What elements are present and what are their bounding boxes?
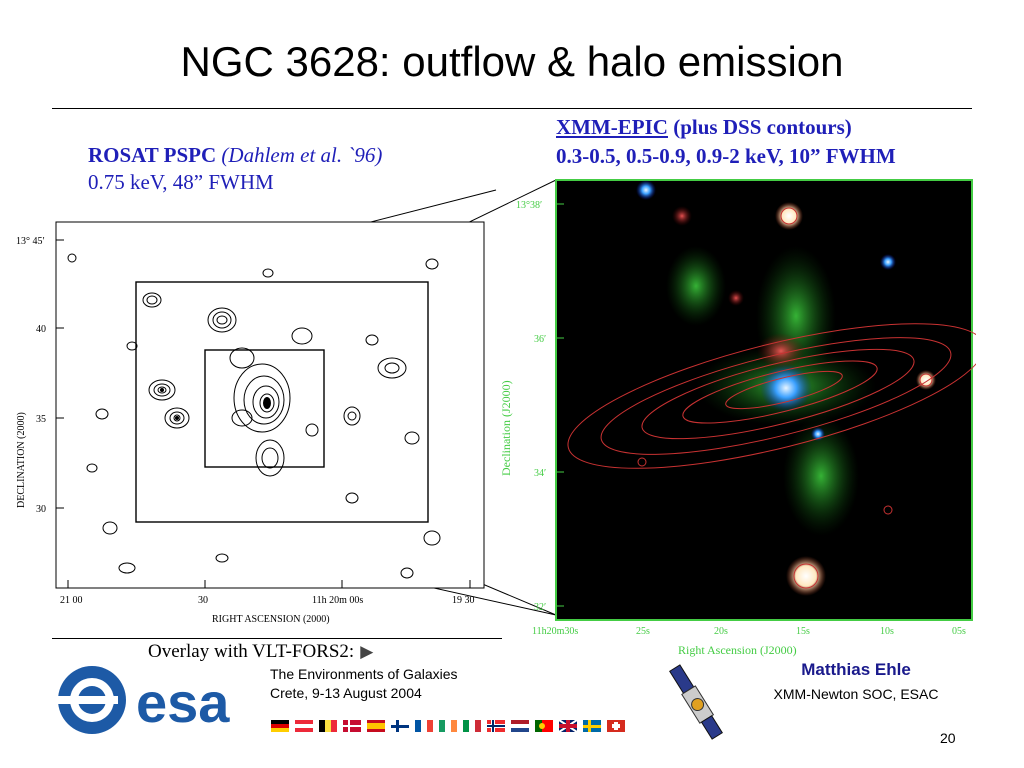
- page-number: 20: [940, 730, 956, 746]
- xmm-epic-image: 13°38′ 36′ 34′ 32′ 11h20m30s 25s 20s 15s…: [499, 179, 976, 657]
- xmm-ra-tick: 11h20m30s: [532, 626, 578, 637]
- play-icon[interactable]: ▶: [360, 642, 374, 661]
- xmm-params: 0.3-0.5, 0.5-0.9, 0.9-2 keV, 10” FWHM: [556, 144, 896, 168]
- xmm-ylabel: Declination (J2000): [499, 380, 513, 476]
- rosat-ra-tick: 11h 20m 00s: [312, 595, 363, 606]
- rosat-ra-tick: 30: [198, 595, 208, 606]
- rosat-ra-tick: 19 30: [452, 595, 475, 606]
- rosat-caption: ROSAT PSPC (Dahlem et al. `96) 0.75 keV,…: [88, 142, 382, 196]
- xmm-ra-tick: 10s: [880, 626, 894, 637]
- xmm-ra-tick: 25s: [636, 626, 650, 637]
- rosat-dec-tick: 30: [36, 504, 46, 515]
- xmm-contours: (plus DSS contours): [673, 115, 852, 139]
- rosat-dec-tick: 40: [36, 324, 46, 335]
- xmm-dec-tick: 13°38′: [516, 200, 542, 211]
- overlay-note: Overlay with VLT-FORS2: ▶: [148, 641, 373, 663]
- footer-divider: [52, 638, 502, 639]
- rosat-xlabel: RIGHT ASCENSION (2000): [212, 614, 330, 625]
- rosat-citation: (Dahlem et al. `96): [221, 143, 383, 167]
- xmm-instrument: XMM-EPIC: [556, 115, 668, 139]
- overlay-label: Overlay with VLT-FORS2:: [148, 641, 355, 662]
- rosat-contour-map: 13° 45′ 40 35 30 21 00 30 11h 20m 00s 19…: [16, 221, 485, 625]
- rosat-params: 0.75 keV, 48” FWHM: [88, 170, 274, 194]
- xmm-xlabel: Right Ascension (J2000): [678, 643, 797, 657]
- xmm-ra-tick: 15s: [796, 626, 810, 637]
- xmm-satellite-icon: [669, 664, 723, 740]
- xmm-dec-tick: 34′: [534, 468, 546, 479]
- author-affiliation: XMM-Newton SOC, ESAC: [773, 686, 939, 702]
- xmm-caption: XMM-EPIC (plus DSS contours) 0.3-0.5, 0.…: [556, 113, 896, 171]
- rosat-ylabel: DECLINATION (2000): [16, 412, 27, 508]
- rosat-ra-tick: 21 00: [60, 595, 83, 606]
- conference-date: Crete, 9-13 August 2004: [270, 685, 422, 701]
- title-divider: [52, 108, 972, 109]
- conference-info: The Environments of Galaxies Crete, 9-13…: [270, 665, 458, 703]
- member-state-flags: [271, 719, 625, 733]
- conference-title: The Environments of Galaxies: [270, 666, 458, 682]
- xmm-ra-tick: 05s: [952, 626, 966, 637]
- xmm-dec-tick: 32′: [534, 602, 546, 613]
- esa-logo-text: esa: [136, 671, 230, 734]
- esa-logo: esa: [58, 666, 230, 734]
- slide-title: NGC 3628: outflow & halo emission: [180, 38, 844, 85]
- rosat-instrument: ROSAT PSPC: [88, 143, 217, 167]
- author-name: Matthias Ehle: [801, 660, 911, 679]
- xmm-dec-tick: 36′: [534, 334, 546, 345]
- xmm-ra-tick: 20s: [714, 626, 728, 637]
- rosat-dec-tick: 35: [36, 414, 46, 425]
- rosat-dec-tick: 13° 45′: [16, 236, 45, 247]
